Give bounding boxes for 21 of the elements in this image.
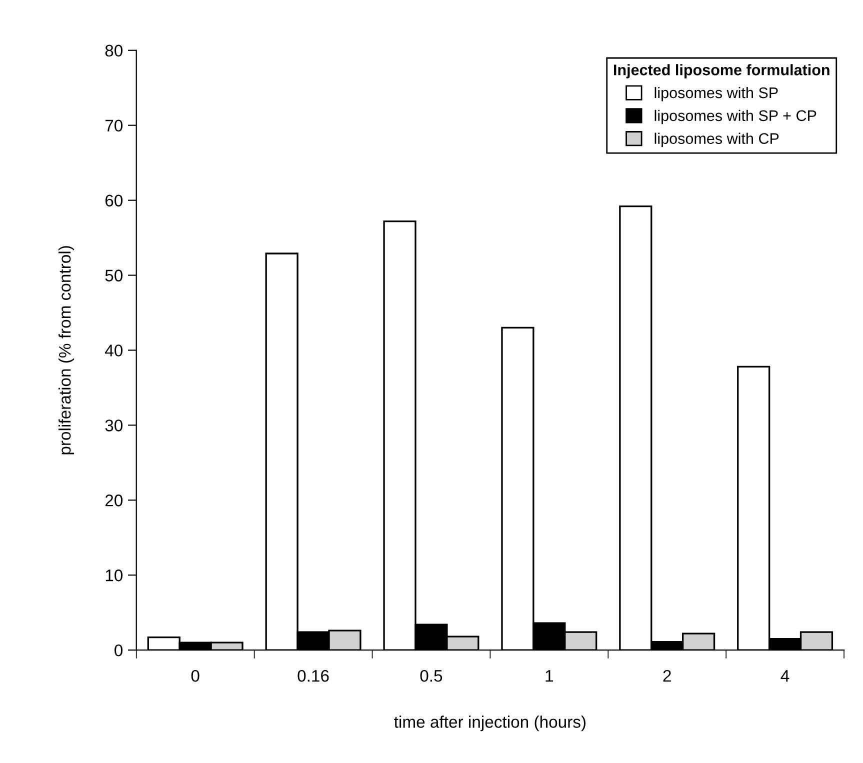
legend-label: liposomes with CP: [654, 132, 779, 147]
y-axis-title: proliferation (% from control): [58, 246, 74, 454]
legend-title: Injected liposome formulation: [614, 64, 830, 78]
x-axis-title: time after injection (hours): [394, 716, 586, 732]
x-tick-label: 2: [663, 670, 671, 682]
y-tick-label: 40: [105, 344, 123, 356]
y-tick-label: 80: [105, 44, 123, 57]
x-tick-label: 1: [546, 670, 553, 682]
y-tick-label: 70: [105, 120, 123, 132]
x-tick-label: 0.5: [420, 670, 442, 682]
x-tick-label: 0.16: [298, 670, 329, 682]
legend-label: liposomes with SP: [654, 86, 778, 102]
y-tick-label: 10: [106, 570, 123, 582]
y-tick-label: 20: [105, 494, 123, 506]
y-tick-label: 0: [114, 644, 123, 656]
x-tick-label: 0: [191, 670, 200, 682]
y-tick-label: 50: [105, 270, 123, 282]
x-tick-label: 4: [780, 670, 790, 682]
legend-label: liposomes with SP + CP: [654, 110, 816, 124]
y-tick-label: 30: [105, 420, 123, 432]
y-tick-label: 60: [105, 194, 123, 206]
